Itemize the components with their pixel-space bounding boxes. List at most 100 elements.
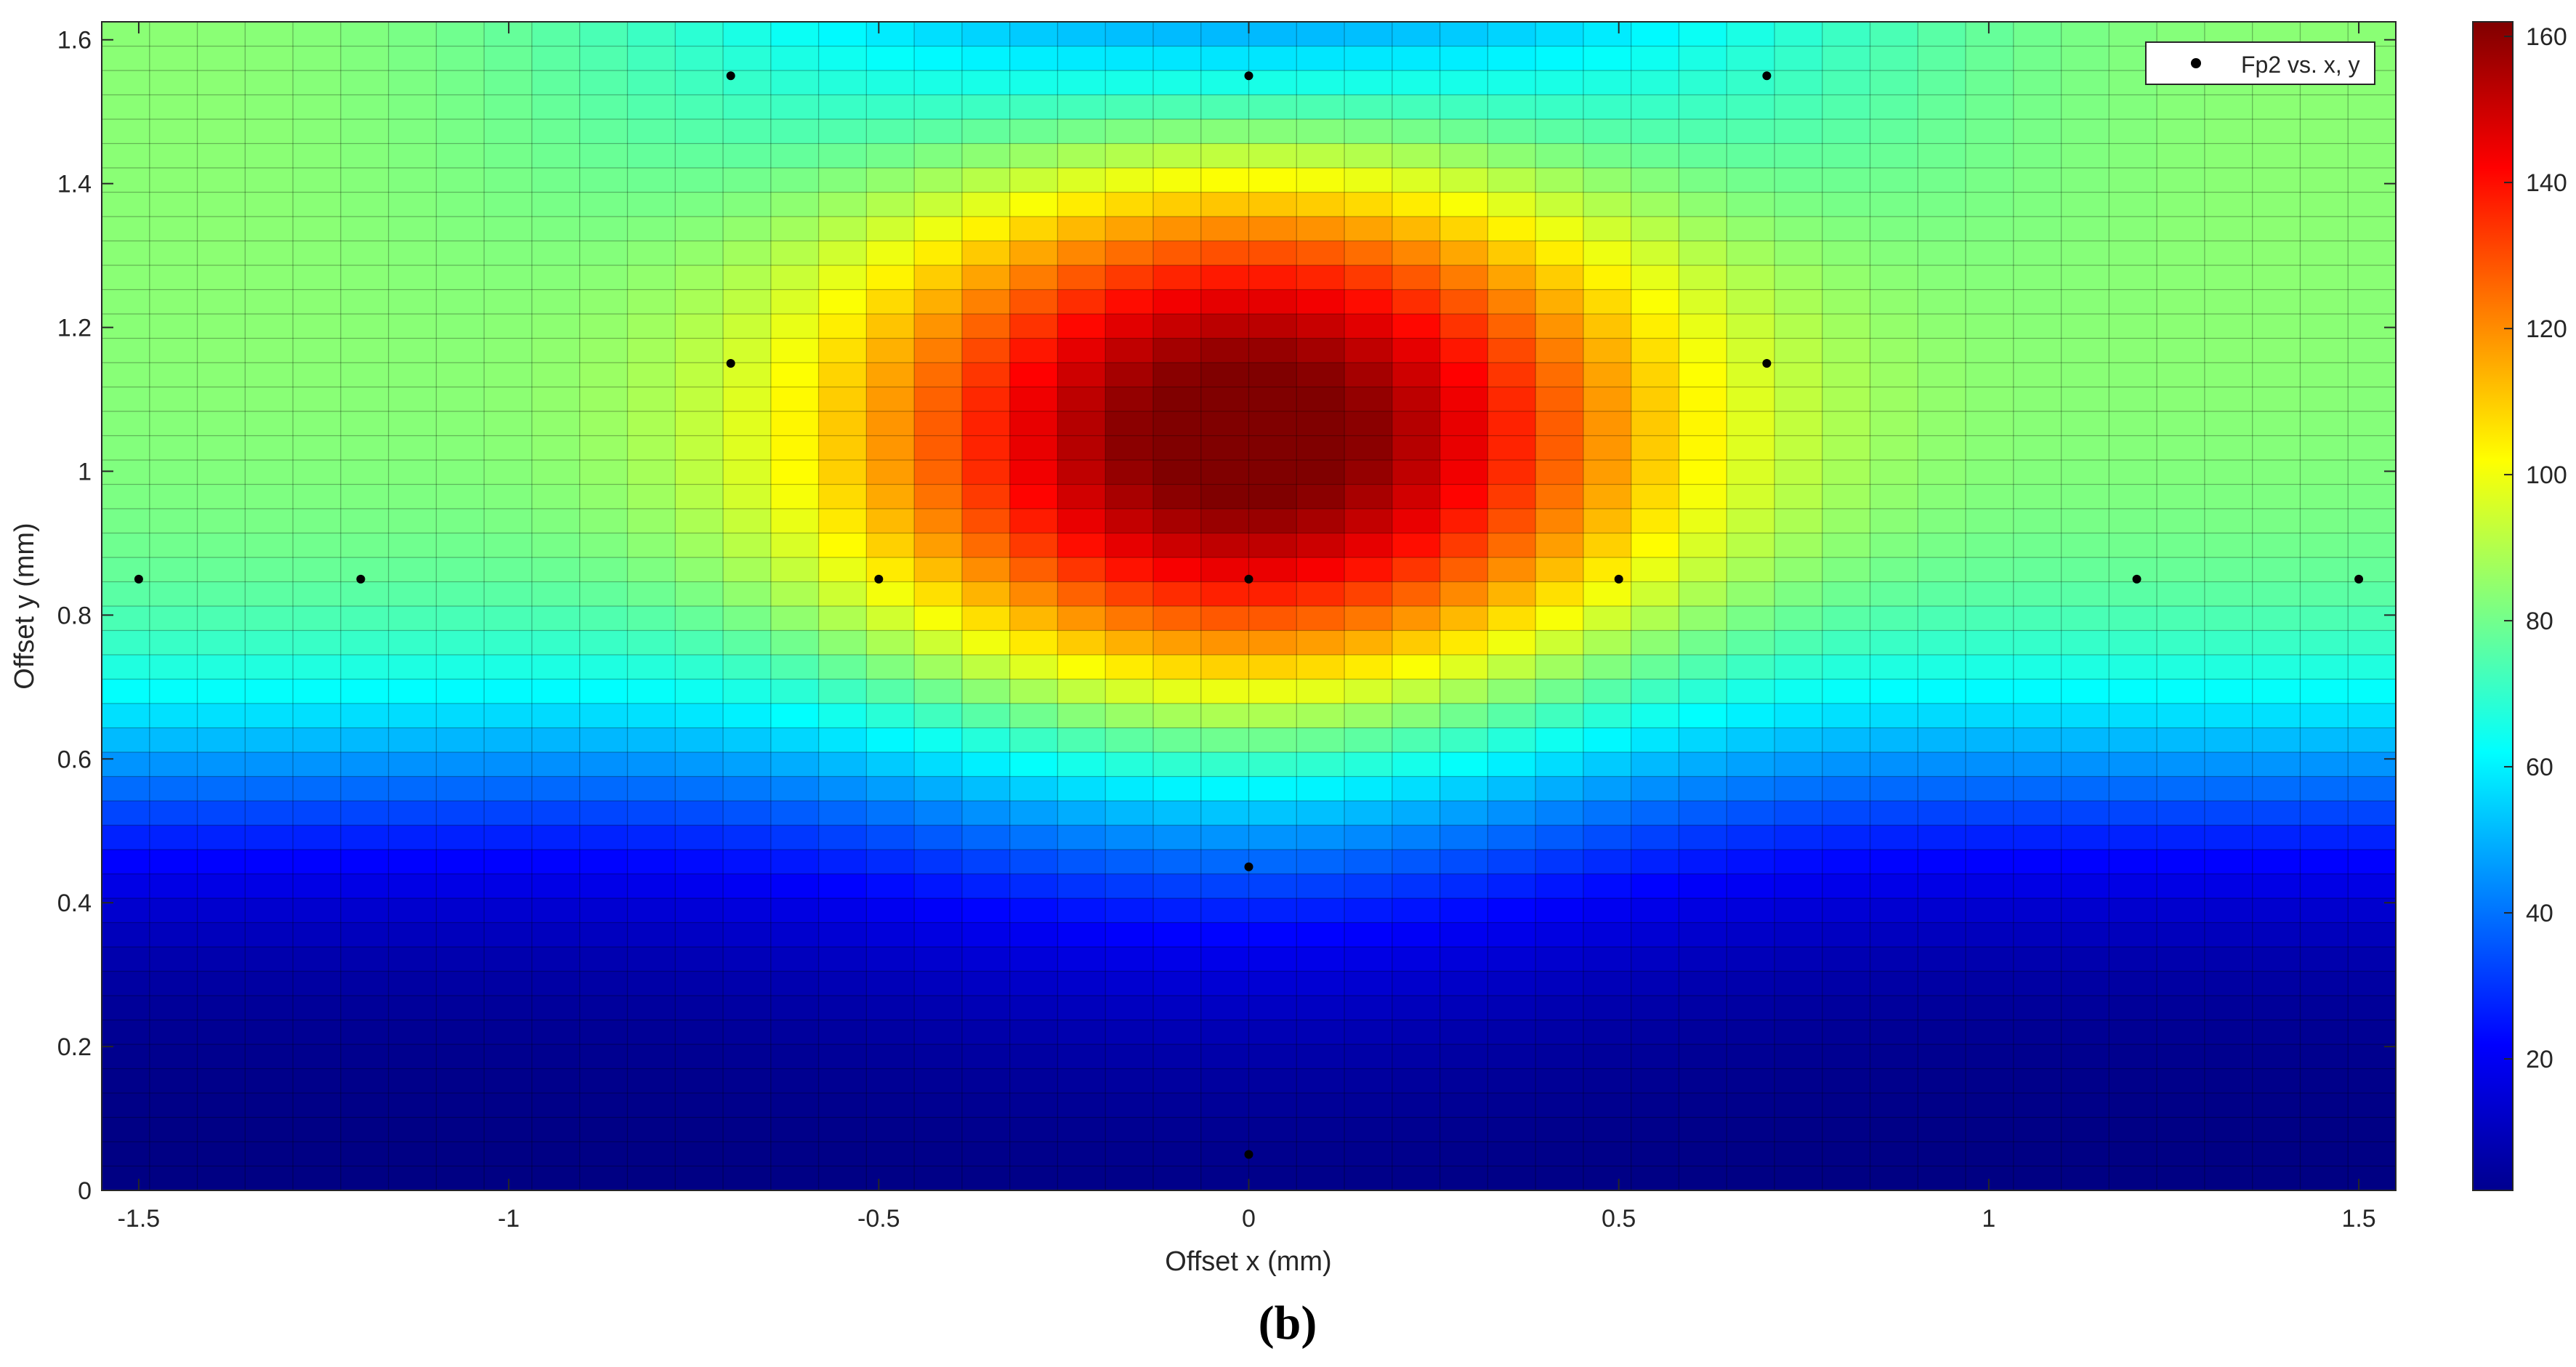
heat-cell [579,922,629,948]
heat-cell [1679,265,1727,291]
heat-cell [1727,192,1775,217]
heat-cell [1679,630,1727,656]
heat-cell [1009,217,1059,242]
heat-cell [627,655,676,680]
heat-cell [627,168,676,193]
heat-cell [1966,241,2014,266]
heat-cell [914,1117,963,1142]
scatter-point[interactable] [134,574,143,584]
heat-cell [1727,825,1775,850]
heat-cell [1248,947,1297,972]
heat-cell [2204,168,2253,193]
scatter-point[interactable] [1762,71,1772,81]
heat-cell [388,533,437,558]
scatter-point[interactable] [1244,1150,1253,1159]
heat-cell [197,70,246,96]
heat-cell [1248,727,1297,753]
scatter-point[interactable] [1614,574,1623,584]
scatter-point[interactable] [1244,574,1253,584]
heat-cell [1344,752,1393,778]
heat-cell [1105,509,1154,534]
heat-cell [2204,192,2253,217]
heat-cell [2348,850,2397,875]
heat-cell [531,119,581,145]
heat-cell [102,217,150,242]
heat-cell [2157,217,2205,242]
scatter-point[interactable] [2354,574,2364,584]
heat-cell [245,460,294,485]
heat-cell [1296,217,1345,242]
heat-cell [1200,94,1250,120]
heat-cell [2013,460,2062,485]
heat-cell [340,581,389,607]
scatter-point[interactable] [2132,574,2141,584]
heat-cell [1248,825,1297,850]
cell-grid-lines [102,22,2396,1190]
scatter-point[interactable] [1762,359,1772,368]
scatter-point[interactable] [874,574,884,584]
heat-cell [2109,1068,2157,1094]
scatter-point[interactable] [1244,71,1253,81]
y-tick-label: 0 [78,1177,92,1205]
scatter-point[interactable] [1244,862,1253,871]
heat-cell [818,22,867,47]
heat-cell [2300,314,2349,339]
heat-cell [531,557,581,583]
heat-cell [1248,922,1297,948]
heat-cell [388,1044,437,1070]
heat-cell [1535,22,1584,47]
heat-cell [675,411,724,437]
heat-cell [579,363,629,388]
heat-cell [1535,898,1584,924]
heat-cell [2252,655,2301,680]
scatter-point[interactable] [726,71,735,81]
heat-cell [2348,314,2397,339]
heat-cell [866,874,915,899]
heat-cell [1631,971,1680,996]
heat-cell [770,70,820,96]
heat-cell [531,460,581,485]
heat-cell [1727,898,1775,924]
heat-cell [866,655,915,680]
heat-cell [818,435,867,461]
heat-cell [866,727,915,753]
heat-cell [245,655,294,680]
heat-cell [531,776,581,802]
heat-cell [2300,606,2349,632]
heat-cell [436,363,485,388]
heat-cell [340,679,389,704]
legend-marker [2191,58,2201,68]
heat-cell [1631,94,1680,120]
legend[interactable]: Fp2 vs. x, y [2145,41,2375,85]
heat-cell [436,70,485,96]
heat-cell [2061,874,2109,899]
heat-cell [1679,825,1727,850]
heat-cell [770,143,820,169]
heat-cell [1583,46,1632,71]
heat-cell [2300,363,2349,388]
heat-cell [340,898,389,924]
heat-cell [1631,387,1680,412]
heat-cell [149,168,198,193]
heat-cell [149,192,198,217]
heat-cell [1152,46,1202,71]
scatter-point[interactable] [356,574,366,584]
heat-cell [675,46,724,71]
heat-cell [1105,1044,1154,1070]
heat-cell [1009,922,1059,948]
heat-cell [1057,363,1106,388]
heat-cell [1583,801,1632,826]
heat-cell [1440,46,1488,71]
heat-cell [1631,338,1680,363]
heat-cell [2061,387,2109,412]
heat-cell [1009,119,1059,145]
heat-cell [1487,533,1536,558]
scatter-point[interactable] [726,359,735,368]
heat-cell [579,22,629,47]
heat-cell [1440,289,1488,315]
heat-cell [914,46,963,71]
heat-cell [1105,143,1154,169]
heat-cell [293,703,342,729]
heat-cell [1679,971,1727,996]
heat-cell [1774,1044,1823,1070]
